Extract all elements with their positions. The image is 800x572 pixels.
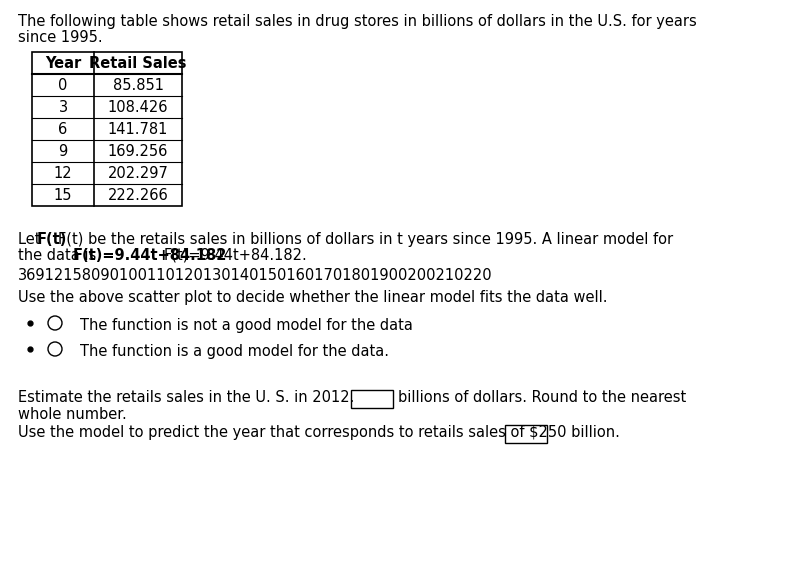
Text: The following table shows retail sales in drug stores in billions of dollars in : The following table shows retail sales i… [18, 14, 697, 29]
Text: 12: 12 [54, 165, 72, 181]
Text: The function is not a good model for the data: The function is not a good model for the… [80, 318, 413, 333]
Text: 15: 15 [54, 188, 72, 202]
Text: 85.851: 85.851 [113, 77, 163, 93]
Text: 0: 0 [58, 77, 68, 93]
Text: 108.426: 108.426 [108, 100, 168, 114]
Text: Use the model to predict the year that corresponds to retails sales of $250 bill: Use the model to predict the year that c… [18, 425, 620, 440]
Text: the data is: the data is [18, 248, 101, 263]
Text: 9: 9 [58, 144, 68, 158]
Text: Retail Sales: Retail Sales [90, 55, 186, 70]
Text: 3: 3 [58, 100, 67, 114]
Text: since 1995.: since 1995. [18, 30, 102, 45]
Text: 202.297: 202.297 [107, 165, 169, 181]
Text: 169.256: 169.256 [108, 144, 168, 158]
Text: F(t)=9.44t+84.182: F(t)=9.44t+84.182 [73, 248, 227, 263]
Text: Year: Year [45, 55, 81, 70]
Text: Let: Let [18, 232, 45, 247]
Text: 369121580901001101201301401501601701801900200210220: 3691215809010011012013014015016017018019… [18, 268, 493, 283]
Text: F(t) be the retails sales in billions of dollars in t years since 1995. A linear: F(t) be the retails sales in billions of… [58, 232, 673, 247]
Bar [351, 390, 393, 408]
Text: F(t): F(t) [36, 232, 66, 247]
Text: The function is a good model for the data.: The function is a good model for the dat… [80, 344, 389, 359]
Text: 141.781: 141.781 [108, 121, 168, 137]
Text: F(t)=9.44t+84.182.: F(t)=9.44t+84.182. [163, 248, 307, 263]
Text: 222.266: 222.266 [108, 188, 168, 202]
Text: Use the above scatter plot to decide whether the linear model fits the data well: Use the above scatter plot to decide whe… [18, 290, 607, 305]
Bar [505, 425, 547, 443]
Text: Estimate the retails sales in the U. S. in 2012.: Estimate the retails sales in the U. S. … [18, 390, 354, 405]
Text: whole number.: whole number. [18, 407, 126, 422]
Text: 6: 6 [58, 121, 68, 137]
Bar [32, 52, 182, 206]
Text: billions of dollars. Round to the nearest: billions of dollars. Round to the neares… [398, 390, 686, 405]
